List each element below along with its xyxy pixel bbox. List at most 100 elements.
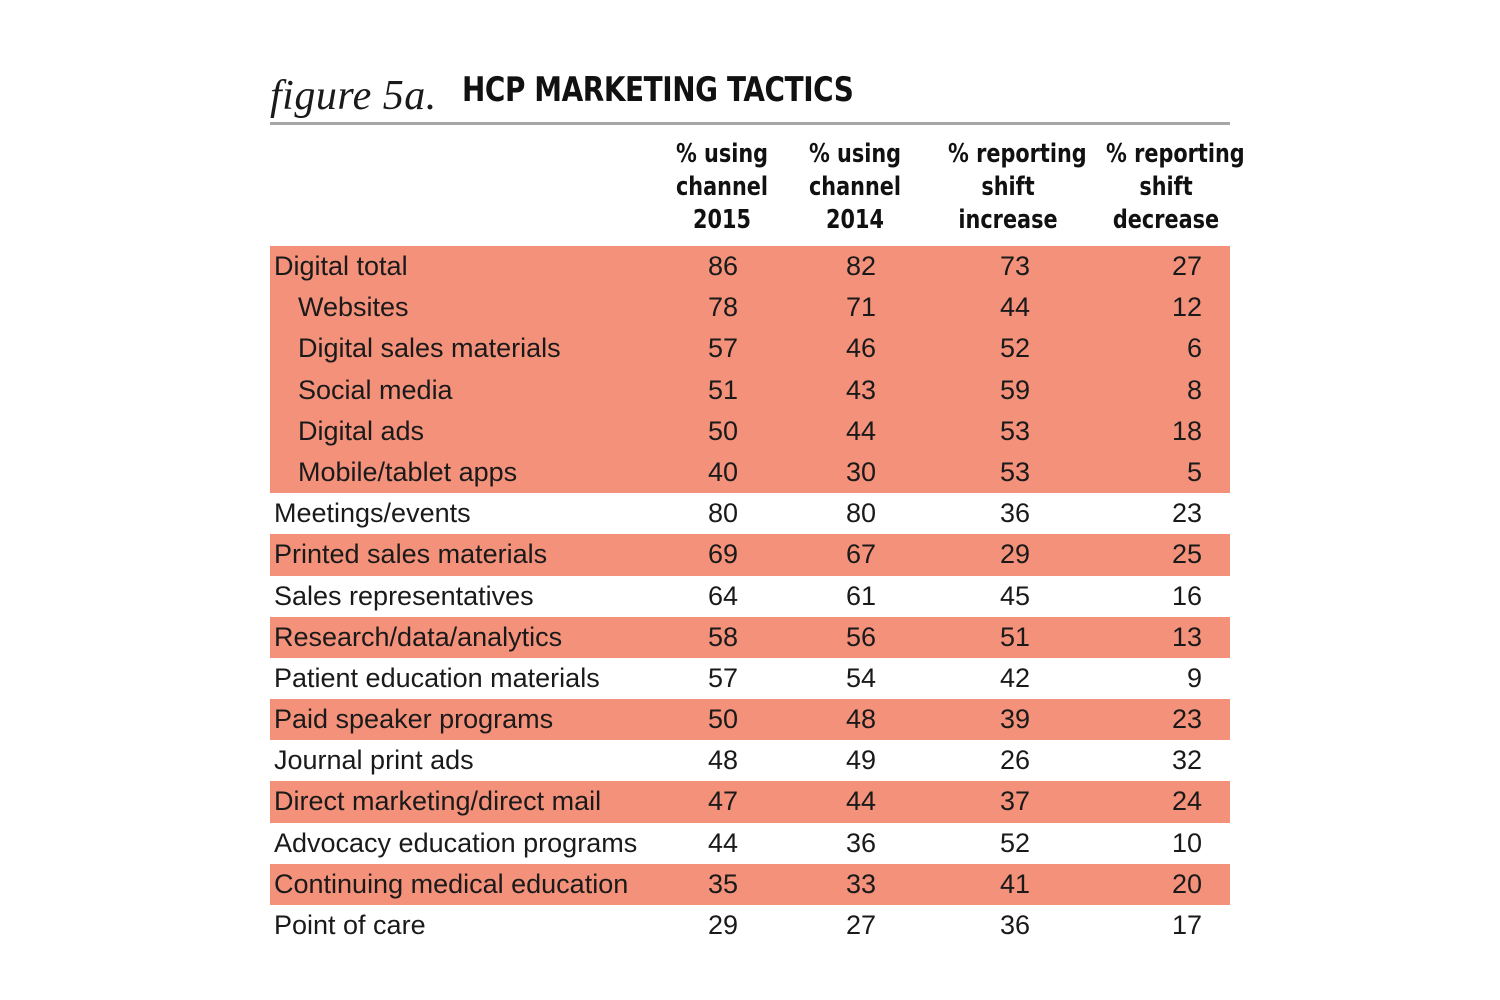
cell-value: 29 [707,910,738,940]
row-label: Direct marketing/direct mail [274,786,602,817]
column-header-line: shift [1139,172,1193,202]
column-header: % using channel 2015 [662,138,782,237]
cell-value: 82 [845,251,876,281]
cell-value: 44 [845,415,876,446]
cell-value: 59 [999,374,1030,405]
column-header-line: channel [675,172,769,202]
cell-value: 42 [999,662,1030,693]
cell-value: 73 [999,251,1030,281]
cell-value: 5 [1186,456,1202,487]
cell-value: 57 [707,662,738,693]
cell-value: 40 [707,456,738,487]
cell-value: 47 [707,786,738,817]
cell-value: 44 [707,827,738,858]
cell-value: 80 [845,498,876,529]
row-label: Sales representatives [274,580,534,611]
cell-value: 9 [1186,662,1202,693]
table-row: Paid speaker programs 50 48 39 23 [270,699,1230,741]
column-header-line: increase [958,205,1058,235]
cell-value: 18 [1171,415,1202,446]
cell-value: 52 [999,827,1030,858]
row-label: Digital total [274,251,408,281]
table-row: Printed sales materials 69 67 29 25 [270,534,1230,576]
cell-value: 13 [1171,621,1202,652]
column-header: % reporting shift increase [948,138,1087,237]
table-row: Point of care 29 27 36 17 [270,905,1230,946]
row-label: Meetings/events [274,498,471,529]
cell-value: 49 [845,745,876,776]
row-label: Advocacy education programs [274,827,638,858]
cell-value: 27 [845,910,876,940]
cell-value: 44 [999,292,1030,323]
row-label: Websites [298,292,409,323]
column-header-line: 2015 [693,205,751,235]
cell-value: 29 [999,539,1030,570]
cell-value: 24 [1171,786,1202,817]
cell-value: 30 [845,456,876,487]
cell-value: 51 [999,621,1030,652]
cell-value: 32 [1171,745,1202,776]
column-header: % using channel 2014 [795,138,915,237]
cell-value: 50 [707,704,738,735]
row-label: Social media [298,374,453,405]
cell-value: 36 [999,910,1030,940]
table-row: Sales representatives 64 61 45 16 [270,576,1230,617]
cell-value: 12 [1171,292,1202,323]
column-header-line: channel [808,172,902,202]
column-header-line: % using [808,139,902,169]
column-header-line: % reporting [1106,139,1245,169]
cell-value: 58 [707,621,738,652]
table-header-row: % using channel 2015% using channel 2014% re… [270,138,1245,244]
cell-value: 69 [707,539,738,570]
row-label: Point of care [274,910,426,940]
figure-header: figure 5a. HCP MARKETING TACTICS [270,66,1230,122]
cell-value: 23 [1171,704,1202,735]
table-row: Meetings/events 80 80 36 23 [270,493,1230,534]
cell-value: 43 [845,374,876,405]
cell-value: 41 [999,868,1030,899]
cell-value: 67 [845,539,876,570]
cell-value: 48 [845,704,876,735]
cell-value: 35 [707,868,738,899]
cell-value: 10 [1171,827,1202,858]
cell-value: 37 [999,786,1030,817]
row-label: Printed sales materials [274,539,548,570]
table-row: Digital ads 50 44 53 18 [270,410,1230,452]
cell-value: 52 [999,333,1030,364]
cell-value: 64 [707,580,738,611]
cell-value: 36 [999,498,1030,529]
cell-value: 53 [999,415,1030,446]
cell-value: 46 [845,333,876,364]
row-label: Paid speaker programs [274,704,554,735]
figure-number: figure 5a. [270,73,437,119]
row-label: Digital ads [298,415,425,446]
cell-value: 8 [1186,374,1202,405]
table-row: Digital total 86 82 73 27 [270,246,1230,288]
column-header-line: decrease [1112,205,1220,235]
row-label: Journal print ads [274,745,474,776]
cell-value: 86 [707,251,738,281]
column-header: % reporting shift decrease [1106,138,1245,237]
table-row: Digital sales materials 57 46 52 6 [270,328,1230,370]
cell-value: 54 [845,662,876,693]
cell-value: 51 [707,374,738,405]
title-rule [270,122,1230,125]
cell-value: 26 [999,745,1030,776]
cell-value: 56 [845,621,876,652]
table-row: Websites 78 71 44 12 [270,287,1230,329]
row-label: Continuing medical education [274,868,629,899]
column-header-line: shift [981,172,1035,202]
table-row: Continuing medical education 35 33 41 20 [270,863,1230,905]
table-row: Mobile/tablet apps 40 30 53 5 [270,451,1230,494]
cell-value: 78 [707,292,738,323]
cell-value: 36 [845,827,876,858]
cell-value: 80 [707,498,738,529]
cell-value: 25 [1171,539,1202,570]
cell-value: 45 [999,580,1030,611]
table-row: Journal print ads 48 49 26 32 [270,740,1230,781]
table-row: Research/data/analytics 58 56 51 13 [270,616,1230,658]
cell-value: 57 [707,333,738,364]
cell-value: 48 [707,745,738,776]
cell-value: 23 [1171,498,1202,529]
row-label: Research/data/analytics [274,621,563,652]
